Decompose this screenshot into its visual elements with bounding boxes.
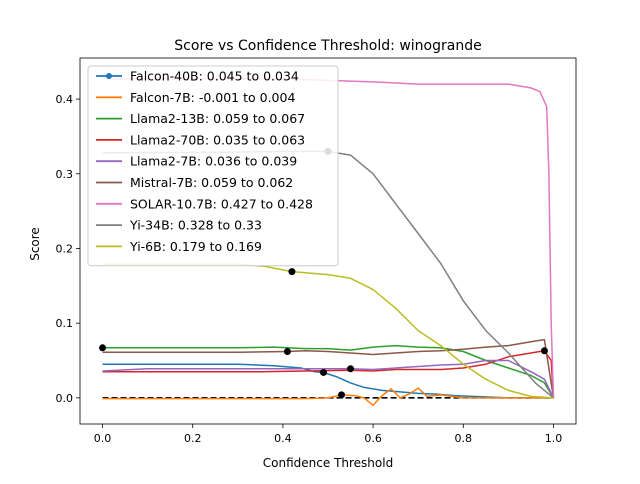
- y-tick-label-2: 0.2: [56, 242, 74, 255]
- series-marker-2: [99, 344, 107, 352]
- series-marker-4: [347, 365, 355, 373]
- series-marker-0: [319, 368, 327, 376]
- legend-label-1: Falcon-7B: -0.001 to 0.004: [130, 90, 295, 105]
- series-line-4: [102, 359, 555, 399]
- chart-title: Score vs Confidence Threshold: winogrand…: [174, 38, 481, 54]
- series-line-5: [102, 338, 555, 399]
- x-axis-label: Confidence Threshold: [263, 456, 393, 470]
- x-tick-label-0: 0.0: [94, 432, 112, 445]
- y-tick-label-0: 0.0: [56, 392, 74, 405]
- x-tick-label-4: 0.8: [455, 432, 473, 445]
- y-tick-label-1: 0.1: [56, 317, 74, 330]
- legend-label-5: Mistral-7B: 0.059 to 0.062: [130, 175, 293, 190]
- series-marker-8: [288, 268, 296, 276]
- axes: 0.0 0.2 0.4 0.6 0.8 1.0 0.0 0.1 0.2 0.3 0.4: [56, 57, 577, 445]
- series-line-3: [102, 350, 555, 398]
- series-marker-1: [338, 391, 346, 399]
- legend-swatch-marker-0: [106, 73, 112, 79]
- legend-label-3: Llama2-70B: 0.035 to 0.063: [130, 132, 305, 147]
- series-marker-3: [540, 347, 548, 355]
- legend-label-8: Yi-6B: 0.179 to 0.169: [129, 239, 262, 254]
- series-line-0: [102, 363, 554, 399]
- legend-box: [87, 65, 339, 267]
- legend-label-7: Yi-34B: 0.328 to 0.33: [129, 218, 262, 233]
- x-tick-label-2: 0.4: [274, 432, 292, 445]
- x-tick-label-1: 0.2: [184, 432, 202, 445]
- y-tick-label-4: 0.4: [56, 93, 74, 106]
- x-tick-label-5: 1.0: [545, 432, 563, 445]
- legend-label-4: Llama2-7B: 0.036 to 0.039: [130, 154, 297, 169]
- x-tick-label-3: 0.6: [364, 432, 382, 445]
- y-tick-label-3: 0.3: [56, 168, 74, 181]
- plot-frame: [79, 57, 577, 425]
- series-line-2: [102, 344, 555, 399]
- legend-label-2: Llama2-13B: 0.059 to 0.067: [130, 111, 305, 126]
- legend: Falcon-40B: 0.045 to 0.034 Falcon-7B: -0.…: [87, 65, 339, 267]
- legend-label-0: Falcon-40B: 0.045 to 0.034: [130, 69, 299, 84]
- y-axis-label: Score: [28, 227, 42, 261]
- series-marker-5: [283, 348, 291, 356]
- series-line-1: [102, 387, 554, 407]
- legend-label-6: SOLAR-10.7B: 0.427 to 0.428: [130, 196, 313, 211]
